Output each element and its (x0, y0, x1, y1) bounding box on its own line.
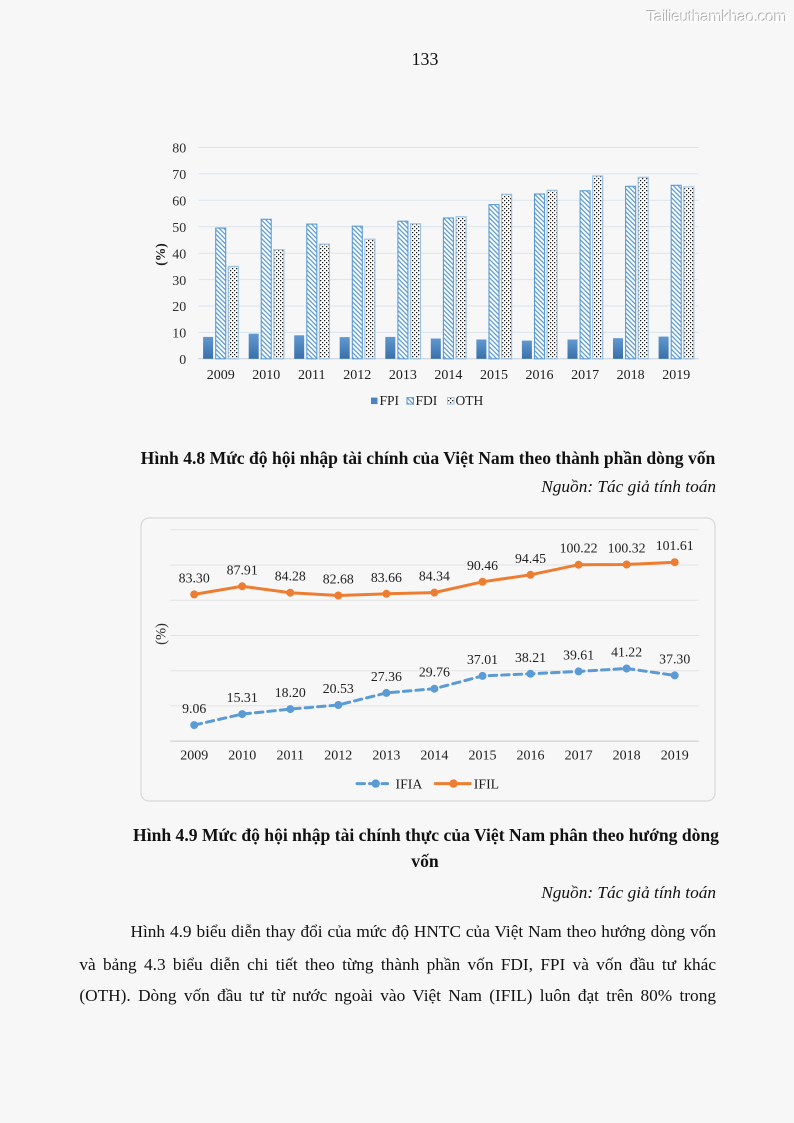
svg-text:29.76: 29.76 (419, 665, 450, 680)
svg-text:2013: 2013 (372, 748, 400, 763)
svg-text:82.68: 82.68 (323, 572, 354, 587)
svg-text:20.53: 20.53 (323, 681, 354, 696)
svg-text:2016: 2016 (526, 368, 554, 383)
svg-text:30: 30 (172, 274, 186, 289)
svg-text:84.34: 84.34 (419, 569, 450, 584)
svg-text:2010: 2010 (252, 368, 280, 383)
svg-text:27.36: 27.36 (371, 669, 402, 684)
svg-text:40: 40 (172, 247, 186, 262)
svg-text:(%): (%) (153, 243, 168, 266)
svg-text:101.61: 101.61 (656, 538, 694, 553)
svg-text:FPI: FPI (380, 393, 400, 408)
svg-text:2019: 2019 (662, 368, 690, 383)
svg-text:18.20: 18.20 (275, 685, 306, 700)
svg-text:100.22: 100.22 (560, 541, 598, 556)
svg-text:2015: 2015 (469, 748, 497, 763)
svg-text:87.91: 87.91 (227, 562, 258, 577)
svg-text:2012: 2012 (324, 748, 352, 763)
svg-text:100.32: 100.32 (608, 541, 646, 556)
svg-text:83.30: 83.30 (179, 570, 210, 585)
svg-text:IFIL: IFIL (474, 776, 499, 791)
svg-text:OTH: OTH (456, 393, 484, 408)
svg-text:39.61: 39.61 (563, 647, 594, 662)
svg-text:(%): (%) (154, 623, 170, 645)
svg-text:37.30: 37.30 (659, 651, 690, 666)
svg-text:38.21: 38.21 (515, 650, 546, 665)
svg-text:90.46: 90.46 (467, 558, 498, 573)
svg-text:0: 0 (179, 353, 186, 368)
svg-text:94.45: 94.45 (515, 551, 546, 566)
svg-text:2017: 2017 (571, 368, 599, 383)
svg-text:2017: 2017 (565, 748, 593, 763)
svg-text:2018: 2018 (613, 748, 641, 763)
svg-text:IFIA: IFIA (396, 776, 423, 791)
svg-text:83.66: 83.66 (371, 570, 402, 585)
svg-text:2014: 2014 (420, 748, 448, 763)
svg-text:41.22: 41.22 (611, 645, 642, 660)
svg-text:50: 50 (172, 221, 186, 236)
svg-text:2016: 2016 (517, 748, 545, 763)
svg-text:37.01: 37.01 (467, 652, 498, 667)
svg-text:70: 70 (172, 168, 186, 183)
svg-text:2015: 2015 (480, 368, 508, 383)
svg-text:FDI: FDI (416, 393, 438, 408)
svg-text:9.06: 9.06 (182, 701, 206, 716)
svg-text:2018: 2018 (617, 368, 645, 383)
svg-text:2019: 2019 (661, 748, 689, 763)
svg-text:2012: 2012 (343, 368, 371, 383)
svg-text:2010: 2010 (228, 748, 256, 763)
svg-text:2013: 2013 (389, 368, 417, 383)
svg-text:2014: 2014 (434, 368, 462, 383)
svg-text:80: 80 (172, 142, 186, 157)
svg-text:20: 20 (172, 300, 186, 315)
svg-text:15.31: 15.31 (227, 690, 258, 705)
svg-text:2011: 2011 (277, 748, 304, 763)
svg-text:2009: 2009 (180, 748, 208, 763)
svg-text:2009: 2009 (207, 368, 235, 383)
svg-text:10: 10 (172, 327, 186, 342)
svg-text:84.28: 84.28 (275, 569, 306, 584)
svg-text:2011: 2011 (298, 368, 325, 383)
svg-text:60: 60 (172, 195, 186, 210)
